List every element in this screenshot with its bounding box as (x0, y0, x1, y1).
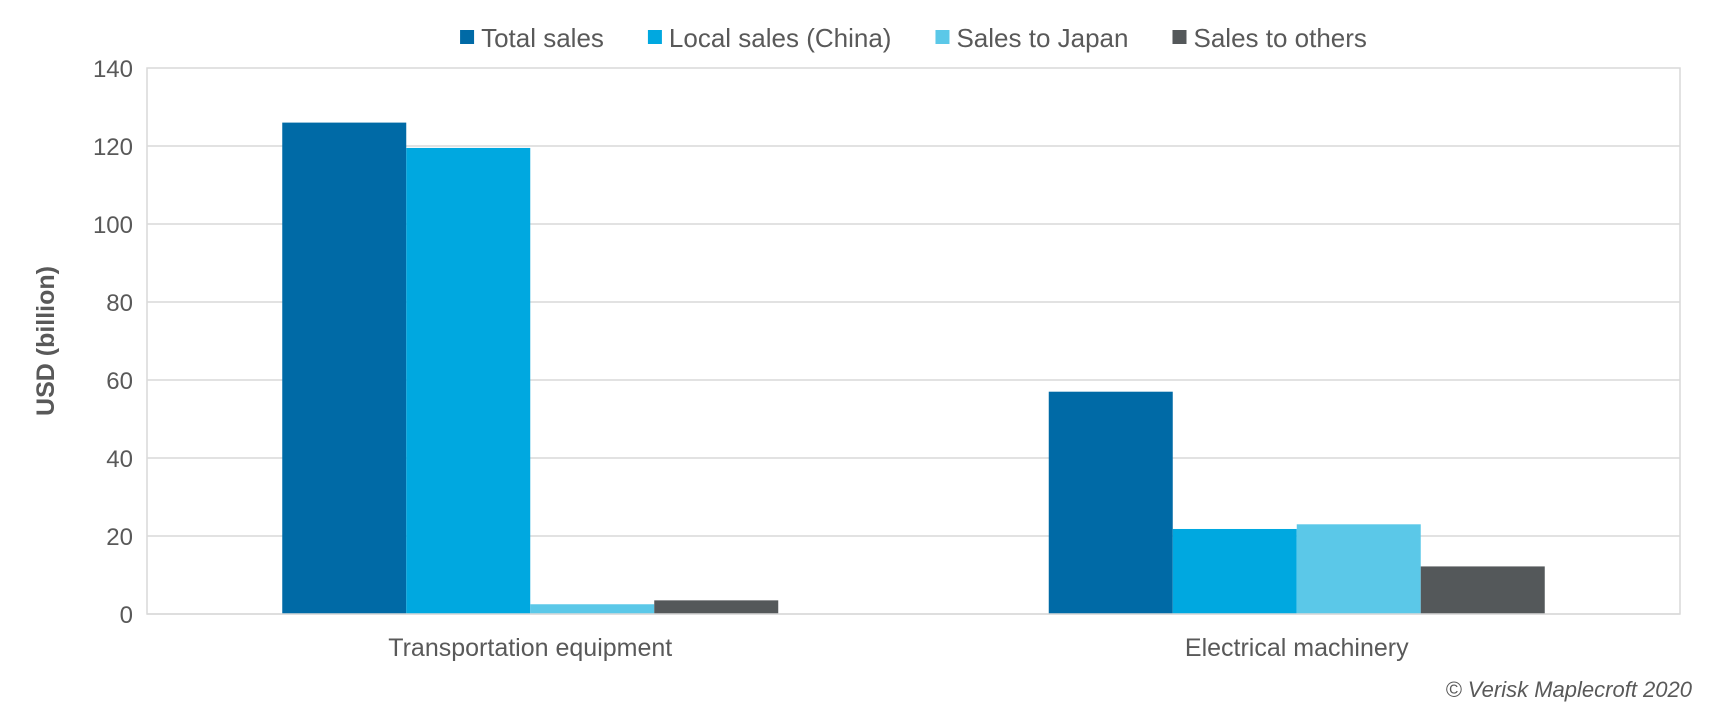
legend-label: Sales to others (1193, 23, 1366, 53)
bar-local-sales-china-transportation-equipment (406, 147, 531, 614)
x-tick-label: Transportation equipment (388, 634, 672, 662)
bar-local-sales-china-electrical-machinery (1172, 528, 1297, 614)
y-tick-label: 140 (93, 56, 133, 83)
bar-total-sales-transportation-equipment (282, 122, 407, 614)
bar-sales-to-others-transportation-equipment (654, 600, 779, 614)
y-tick-label: 40 (106, 446, 133, 473)
bar-total-sales-electrical-machinery (1048, 391, 1173, 614)
bar-sales-to-others-electrical-machinery (1420, 566, 1545, 614)
legend-swatch (460, 30, 475, 44)
legend-swatch (647, 30, 662, 44)
bar-sales-to-japan-transportation-equipment (530, 604, 655, 614)
legend-label: Sales to Japan (956, 23, 1128, 53)
legend-label: Local sales (China) (669, 23, 892, 53)
legend-swatch (935, 30, 950, 44)
x-tick-label: Electrical machinery (1185, 634, 1409, 662)
legend-item-local-sales-china: Local sales (China) (647, 23, 892, 53)
legend: Total sales Local sales (China) Sales to J… (460, 23, 1367, 53)
y-tick-label: 80 (106, 290, 133, 317)
legend-swatch (1172, 30, 1187, 44)
bars (282, 122, 1545, 614)
bar-sales-to-japan-electrical-machinery (1296, 524, 1421, 614)
legend-item-total-sales: Total sales (460, 23, 604, 53)
y-tick-label: 120 (93, 134, 133, 161)
legend-item-sales-to-japan: Sales to Japan (935, 23, 1128, 53)
y-axis-ticks: 0 20 40 60 80 100 120 140 (93, 56, 133, 629)
legend-label: Total sales (481, 23, 604, 53)
y-tick-label: 20 (106, 524, 133, 551)
y-tick-label: 60 (106, 368, 133, 395)
y-axis-title: USD (billion) (32, 266, 60, 416)
y-tick-label: 100 (93, 212, 133, 239)
y-tick-label: 0 (120, 602, 133, 629)
x-axis-labels: Transportation equipment Electrical machi… (388, 634, 1409, 662)
copyright-credit: © Verisk Maplecroft 2020 (1445, 677, 1692, 702)
legend-item-sales-to-others: Sales to others (1172, 23, 1367, 53)
